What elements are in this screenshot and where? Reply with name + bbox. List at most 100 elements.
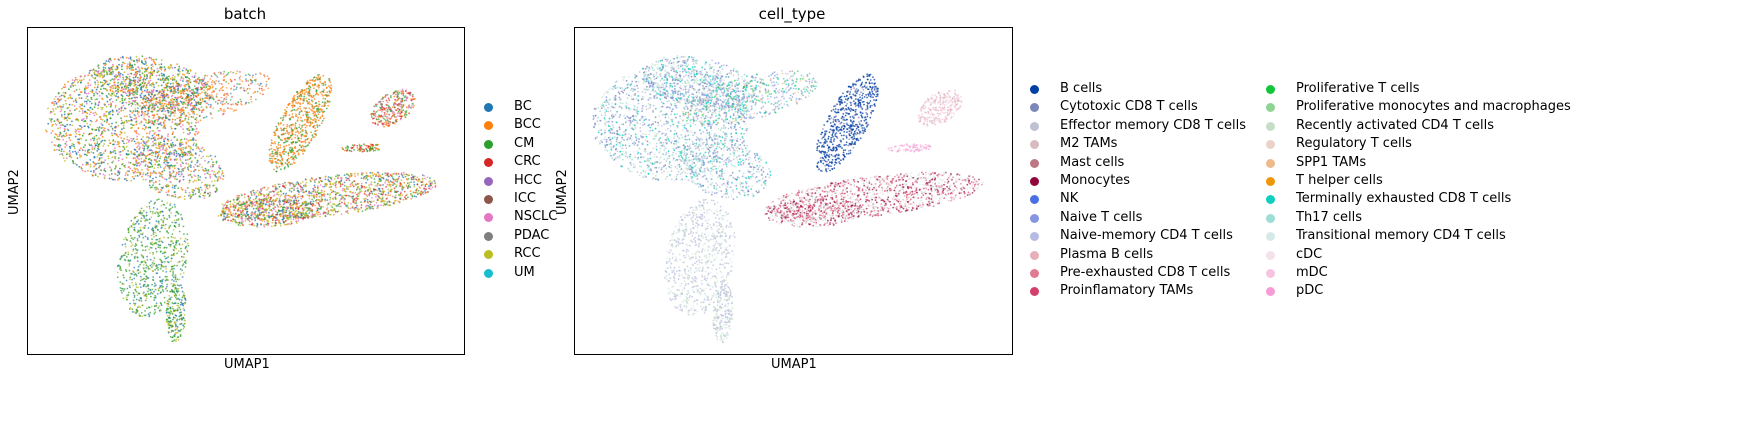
point-cluster — [712, 283, 734, 344]
point-cluster — [887, 143, 932, 153]
legend-label: CM — [514, 135, 535, 151]
legend-marker — [484, 213, 493, 223]
point-cluster — [341, 143, 380, 153]
legend-marker — [484, 158, 493, 168]
legend-marker — [484, 176, 493, 186]
legend-marker — [1030, 140, 1039, 150]
legend-marker — [1266, 250, 1275, 260]
legend-label: Terminally exhausted CD8 T cells — [1296, 191, 1512, 207]
legend-label: cDC — [1296, 246, 1323, 262]
legend-batch: BC BCC CM CRC HCC ICC NSCLC PDAC RCC UM — [484, 97, 564, 297]
legend-marker — [1030, 232, 1039, 242]
scatter-canvas-batch — [45, 55, 437, 343]
legend-label: Proinflamatory TAMs — [1060, 283, 1194, 299]
legend-label: SPP1 TAMs — [1296, 154, 1367, 170]
legend-label: Plasma B cells — [1060, 246, 1154, 262]
legend-marker — [1266, 177, 1275, 186]
point-cluster — [116, 198, 190, 318]
legend-marker — [1266, 85, 1275, 94]
legend-marker — [484, 268, 493, 278]
legend-label: NK — [1060, 191, 1079, 207]
legend-marker — [1030, 213, 1039, 223]
legend-label: UM — [514, 264, 535, 280]
legend-marker — [1030, 195, 1039, 205]
legend-marker — [1030, 121, 1039, 131]
legend-label: Proliferative T cells — [1296, 81, 1420, 96]
point-cluster — [663, 198, 736, 316]
legend-marker — [484, 103, 493, 112]
scatter-plot-batch — [27, 27, 465, 355]
legend-marker — [1030, 269, 1039, 278]
point-cluster — [165, 283, 187, 343]
legend-marker — [1266, 213, 1275, 223]
legend-label: T helper cells — [1296, 173, 1383, 188]
point-cluster — [370, 88, 416, 128]
point-cluster — [765, 171, 984, 221]
y-axis-label-cell-type: UMAP2 — [555, 169, 570, 215]
legend-marker — [1030, 177, 1039, 186]
point-cluster — [642, 55, 759, 111]
legend-label: RCC — [514, 246, 541, 262]
legend-label: Naive-memory CD4 T cells — [1060, 228, 1233, 244]
y-axis-label-batch: UMAP2 — [7, 169, 22, 215]
legend-marker — [1266, 121, 1275, 131]
legend-label: Pre-exhausted CD8 T cells — [1060, 265, 1231, 280]
legend-label: Th17 cells — [1296, 209, 1362, 225]
legend-label: Recently activated CD4 T cells — [1296, 117, 1495, 133]
point-cluster — [764, 198, 866, 229]
legend-label: HCC — [514, 172, 542, 188]
legend-label: ICC — [514, 191, 536, 206]
legend-marker — [1030, 85, 1039, 94]
legend-marker — [1266, 232, 1275, 242]
legend-marker — [1266, 195, 1275, 205]
legend-label: PDAC — [514, 227, 550, 243]
legend-label: Cytotoxic CD8 T cells — [1060, 99, 1198, 115]
legend-label: pDC — [1296, 283, 1324, 299]
legend-marker — [484, 231, 493, 241]
legend-label: Regulatory T cells — [1296, 136, 1412, 152]
point-cluster — [221, 171, 437, 221]
point-cluster — [132, 135, 225, 201]
chart-title-cell-type: cell_type — [758, 5, 826, 23]
point-cluster — [134, 70, 270, 127]
legend-label: Transitional memory CD4 T cells — [1296, 228, 1506, 244]
legend-label: Naive T cells — [1060, 209, 1143, 225]
point-cluster — [917, 89, 963, 128]
legend-marker — [484, 139, 493, 149]
point-cluster — [268, 74, 333, 173]
legend-cell-type: B cells Cytotoxic CD8 T cells Effector mem… — [1030, 79, 1760, 319]
legend-label: NSCLC — [514, 209, 558, 225]
x-axis-label-batch: UMAP1 — [224, 357, 270, 372]
chart-title-batch: batch — [223, 5, 267, 23]
point-cluster — [217, 198, 319, 228]
legend-label: mDC — [1296, 265, 1328, 280]
scatter-canvas-cell-type — [592, 55, 984, 344]
legend-marker — [484, 195, 493, 204]
point-cluster — [592, 64, 749, 182]
legend-label: Proliferative monocytes and macrophages — [1296, 99, 1571, 115]
point-cluster — [45, 64, 202, 182]
point-cluster — [678, 135, 772, 201]
legend-marker — [1266, 140, 1275, 150]
legend-label: CRC — [514, 154, 541, 170]
legend-marker — [484, 250, 493, 260]
legend-marker — [1030, 250, 1039, 260]
x-axis-label-cell-type: UMAP1 — [771, 357, 817, 372]
legend-marker — [1266, 269, 1275, 278]
point-cluster — [681, 69, 818, 126]
legend-label: Monocytes — [1060, 173, 1131, 188]
legend-marker — [1266, 158, 1275, 168]
point-cluster — [816, 73, 880, 173]
point-cluster — [93, 55, 212, 111]
legend-marker — [1030, 103, 1039, 113]
legend-label: BCC — [514, 117, 541, 133]
legend-label: Effector memory CD8 T cells — [1060, 117, 1246, 133]
legend-marker — [1266, 287, 1275, 297]
legend-marker — [1266, 103, 1275, 113]
legend-label: M2 TAMs — [1060, 136, 1118, 152]
legend-marker — [1030, 158, 1039, 168]
scatter-plot-cell-type — [574, 27, 1013, 355]
legend-label: Mast cells — [1060, 154, 1125, 170]
legend-marker — [1030, 287, 1039, 297]
legend-label: BC — [514, 99, 532, 114]
